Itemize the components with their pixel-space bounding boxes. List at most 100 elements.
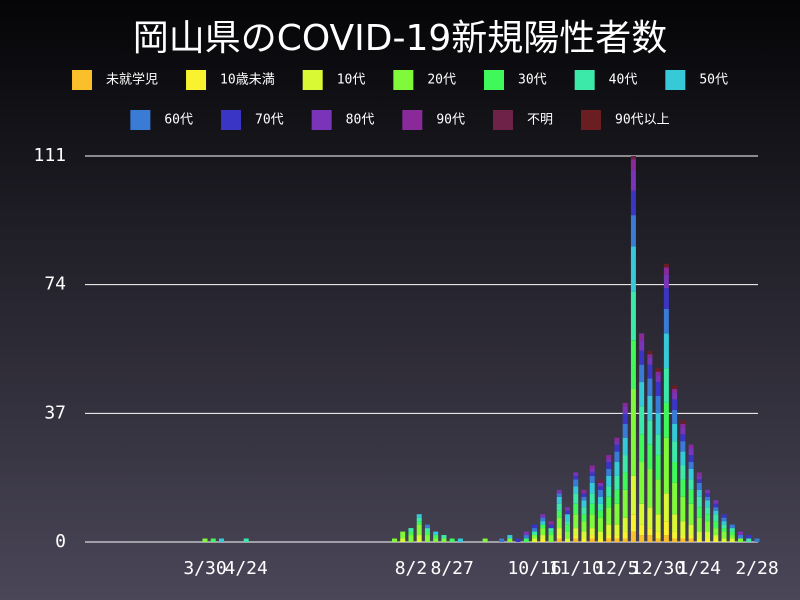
bar-segment xyxy=(424,528,430,532)
bar-segment xyxy=(663,493,669,522)
bar-segment xyxy=(672,531,678,539)
bar-segment xyxy=(672,462,678,483)
bar-segment xyxy=(688,489,694,504)
bar-segment xyxy=(589,468,595,473)
x-tick-label: 12/5 xyxy=(595,558,638,579)
bar-segment xyxy=(630,156,636,160)
bar-segment xyxy=(696,489,702,497)
bar-segment xyxy=(540,538,546,542)
legend-label: 20代 xyxy=(427,73,456,88)
bar-segment xyxy=(705,514,711,522)
bar-segment xyxy=(622,413,628,424)
bar-segment xyxy=(400,538,406,542)
bar-segment xyxy=(597,538,603,542)
bar-segment xyxy=(680,420,686,424)
bar-segment xyxy=(589,535,595,539)
bar-segment xyxy=(713,538,719,542)
bar-segment xyxy=(565,507,571,511)
bar-segment xyxy=(581,500,587,508)
bar-segment xyxy=(218,538,224,542)
bar-segment xyxy=(647,378,653,396)
bar-segment xyxy=(639,350,645,365)
bar-segment xyxy=(589,493,595,504)
bar-segment xyxy=(663,402,669,438)
bar-segment xyxy=(449,538,455,542)
bar-segment xyxy=(573,535,579,539)
bar-segment xyxy=(663,263,669,268)
bar-segment xyxy=(597,531,603,539)
bar-segment xyxy=(663,274,669,289)
bar-segment xyxy=(565,510,571,515)
bar-segment xyxy=(696,496,702,508)
bar-segment xyxy=(523,538,529,542)
bar-segment xyxy=(565,521,571,525)
bar-segment xyxy=(573,538,579,542)
bar-segment xyxy=(622,538,628,542)
bar-segment xyxy=(721,514,727,518)
bar-segment xyxy=(565,524,571,532)
legend-label: 不明 xyxy=(527,113,553,128)
bar-segment xyxy=(614,444,620,452)
legend-swatch xyxy=(311,110,332,130)
bar-segment xyxy=(672,482,678,515)
bar-segment xyxy=(672,399,678,410)
bar-segment xyxy=(647,420,653,445)
legend-swatch xyxy=(665,70,686,90)
bar-segment xyxy=(433,535,439,539)
legend-swatch xyxy=(186,70,207,90)
bar-segment xyxy=(243,538,249,542)
bar-segment xyxy=(532,535,538,539)
bar-segment xyxy=(729,535,735,539)
bar-segment xyxy=(713,510,719,515)
bar-segment xyxy=(655,434,661,456)
bar-segment xyxy=(696,507,702,518)
bar-segment xyxy=(630,475,636,515)
bar-segment xyxy=(713,503,719,508)
bar-segment xyxy=(408,535,414,542)
bar-segment xyxy=(606,458,612,463)
x-tick-label: 4/24 xyxy=(225,558,268,579)
legend-swatch xyxy=(402,110,423,130)
bar-segment xyxy=(622,489,628,518)
bar-segment xyxy=(556,510,562,518)
bar-segment xyxy=(548,535,554,542)
x-tick-label: 1/24 xyxy=(678,558,721,579)
bar-segment xyxy=(630,531,636,542)
bar-segment xyxy=(655,382,661,396)
bar-segment xyxy=(507,538,513,542)
bar-segment xyxy=(573,503,579,515)
legend-label: 90代以上 xyxy=(615,113,670,128)
bar-segment xyxy=(540,524,546,529)
bar-segment xyxy=(680,451,686,466)
bar-segment xyxy=(705,493,711,497)
legend-row: 60代 70代 80代 90代 不明 90代以上 xyxy=(130,110,670,130)
bar-segment xyxy=(589,472,595,476)
bar-segment xyxy=(663,535,669,542)
bar-segment xyxy=(738,531,744,536)
bar-segment xyxy=(738,535,744,539)
bar-segment xyxy=(655,538,661,542)
bar-segment xyxy=(606,475,612,487)
bar-segment xyxy=(655,375,661,383)
bar-segment xyxy=(738,538,744,542)
bar-segment xyxy=(532,524,538,529)
chart-title: 岡山県のCOVID-19新規陽性者数 xyxy=(133,18,668,59)
bar-segment xyxy=(639,382,645,407)
bar-segment xyxy=(614,437,620,442)
bar-segment xyxy=(416,535,422,542)
bar-segment xyxy=(688,448,694,456)
bar-segment xyxy=(721,531,727,539)
bar-segment xyxy=(663,437,669,494)
bar-segment xyxy=(622,531,628,539)
bar-segment xyxy=(680,535,686,539)
legend-label: 10代 xyxy=(337,73,366,88)
bar-segment xyxy=(647,364,653,379)
legend-label: 80代 xyxy=(346,113,375,128)
bar-segment xyxy=(672,514,678,532)
legend-swatch xyxy=(393,70,414,90)
bar-segment xyxy=(705,489,711,494)
bar-segment xyxy=(400,531,406,539)
bar-segment xyxy=(672,388,678,393)
bar-segment xyxy=(441,535,447,539)
